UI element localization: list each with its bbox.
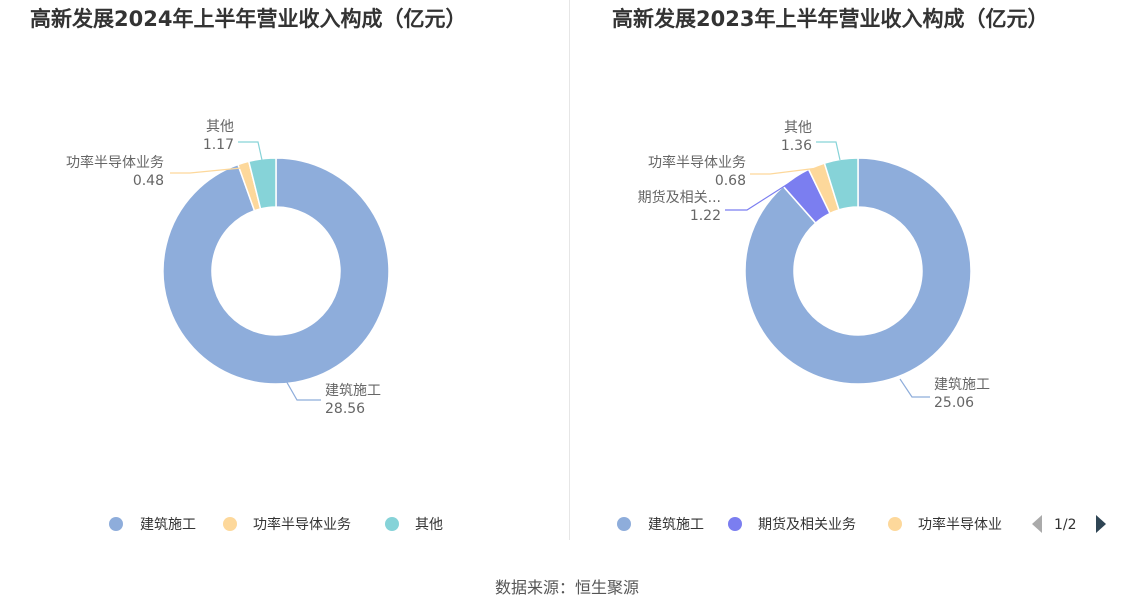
legend-marker: [109, 517, 123, 531]
slice-label: 其他: [784, 120, 812, 136]
leader-line: [238, 141, 263, 161]
slice-label: 功率半导体业务: [648, 154, 746, 171]
slice-label: 建筑施工: [325, 383, 381, 399]
legend-item[interactable]: 建筑施工: [109, 517, 196, 533]
donut-chart-2023: 建筑施工 25.06 期货及相关... 1.22 功率半导体业务 0.68 其他 1.36 建筑…: [617, 120, 1106, 533]
legend-marker: [385, 517, 399, 531]
legend-marker: [223, 517, 237, 531]
chart-title-2023: 高新发展2023年上半年营业收入构成（亿元）: [612, 7, 1049, 31]
slice-label: 其他: [206, 119, 234, 135]
legend-label: 功率半导体业务: [253, 516, 351, 533]
legend-label: 建筑施工: [140, 517, 196, 533]
legend-item[interactable]: 其他: [385, 517, 443, 533]
data-label: 1.22: [690, 208, 721, 224]
slice-label: 期货及相关...: [638, 189, 721, 206]
donut-slice[interactable]: [162, 157, 390, 385]
legend-marker: [617, 517, 631, 531]
leader-line: [899, 378, 930, 398]
legend-item[interactable]: 建筑施工: [617, 517, 704, 533]
data-label: 1.36: [781, 138, 812, 154]
slice-label: 功率半导体业务: [66, 154, 164, 171]
donut-slice[interactable]: [744, 157, 972, 385]
chart-title-2024: 高新发展2024年上半年营业收入构成（亿元）: [30, 7, 467, 31]
donut-slice[interactable]: [247, 157, 277, 210]
leader-line: [816, 141, 841, 161]
leader-line: [750, 167, 819, 175]
leader-line: [284, 378, 321, 401]
legend-item[interactable]: 期货及相关业务: [728, 516, 856, 533]
data-source: 数据来源：恒生聚源: [494, 578, 639, 597]
donut-slice[interactable]: [823, 157, 859, 211]
legend-label: 建筑施工: [648, 517, 704, 533]
slice-label: 建筑施工: [934, 377, 990, 393]
legend-prev-page-icon[interactable]: [1032, 515, 1042, 533]
legend-marker: [728, 517, 742, 531]
legend-label: 期货及相关业务: [758, 516, 856, 533]
legend-item[interactable]: 功率半导体业: [888, 516, 1002, 533]
leader-line: [170, 167, 242, 174]
legend-next-page-icon[interactable]: [1096, 515, 1106, 533]
data-label: 1.17: [203, 137, 234, 153]
data-label: 0.48: [133, 173, 164, 189]
legend-marker: [888, 517, 902, 531]
data-label: 25.06: [934, 395, 974, 411]
legend-label: 其他: [415, 517, 443, 533]
legend-page-indicator: 1/2: [1054, 517, 1077, 533]
legend-item[interactable]: 功率半导体业务: [223, 516, 351, 533]
panel-divider: [569, 0, 570, 540]
data-label: 28.56: [325, 401, 365, 417]
leader-line: [725, 179, 795, 211]
legend-label: 功率半导体业: [918, 516, 1002, 533]
data-label: 0.68: [715, 173, 746, 189]
